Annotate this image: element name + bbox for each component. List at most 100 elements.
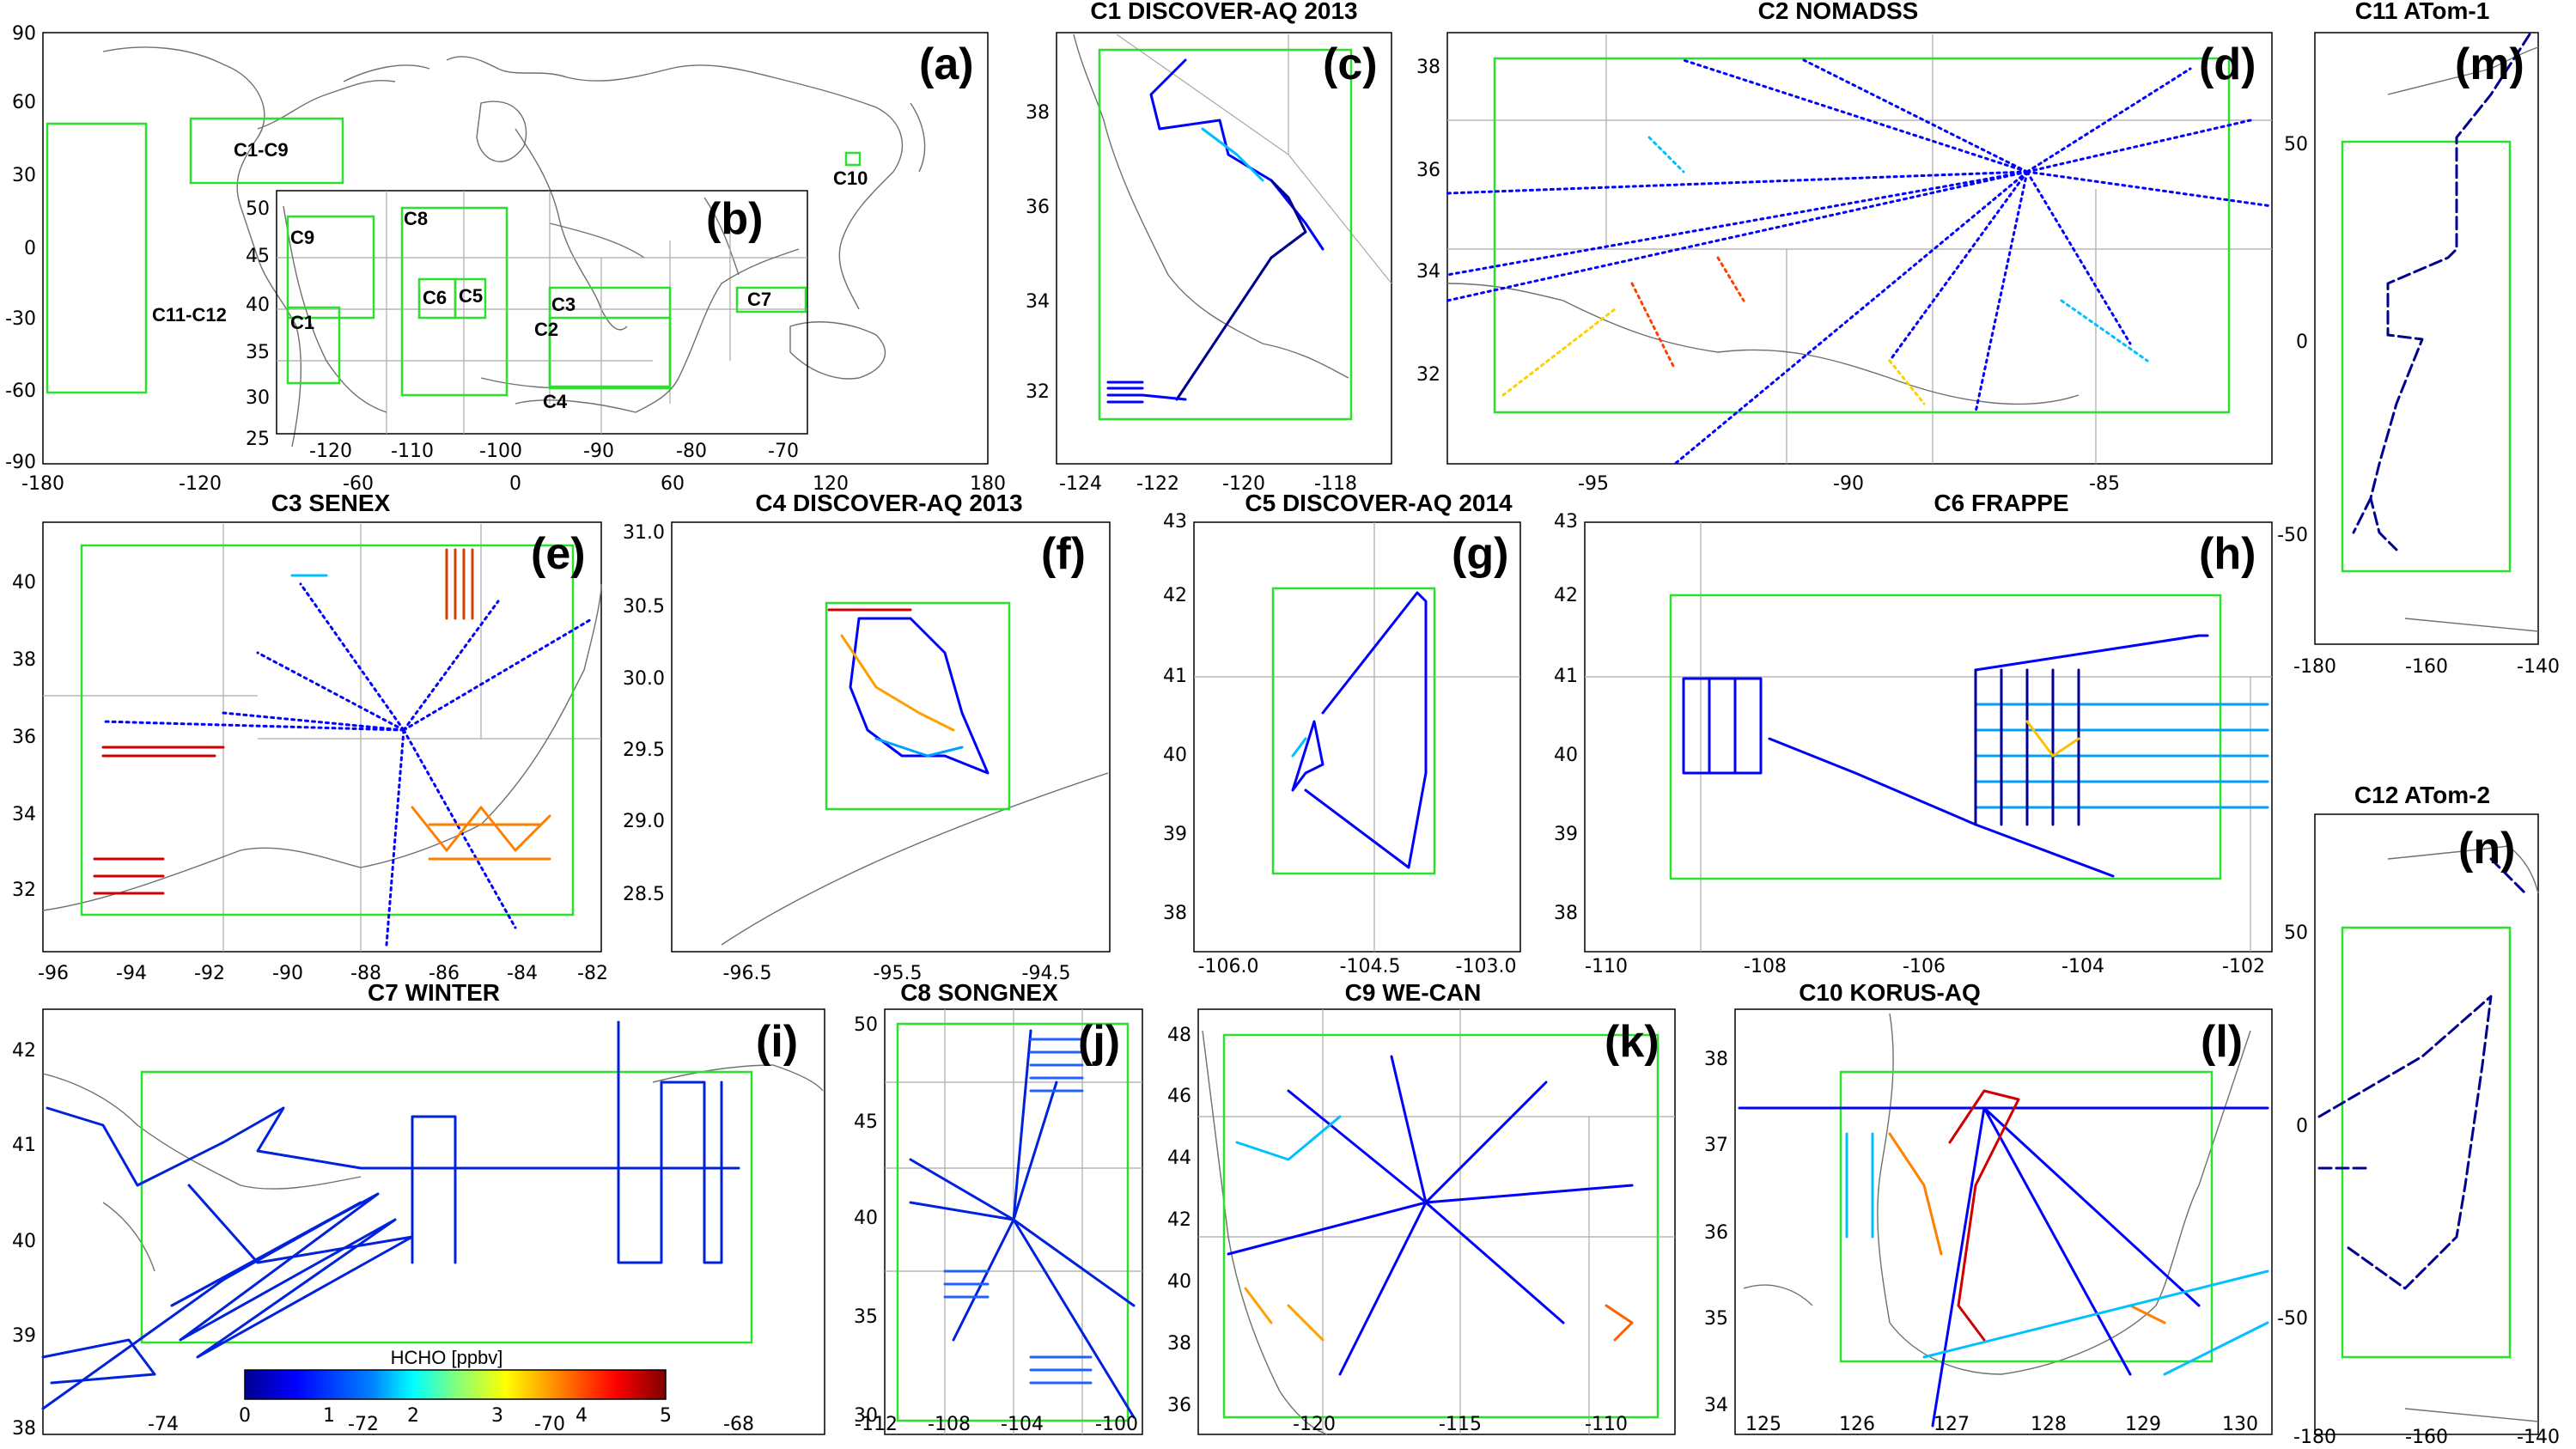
xtick: -104.5 (1340, 956, 1401, 977)
xtick: 126 (1839, 1414, 1875, 1435)
ytick: 44 (1167, 1148, 1191, 1169)
xtick: -115 (1439, 1414, 1482, 1435)
colorbar-tick: 3 (491, 1405, 503, 1427)
ytick: 36 (1416, 160, 1440, 181)
ytick: 43 (1554, 511, 1578, 533)
ytick: 0 (2296, 1116, 2308, 1137)
xtick: -84 (507, 963, 538, 984)
panel-title-m: C11 ATom-1 (2355, 0, 2490, 24)
panel-label-i: (i) (756, 1017, 798, 1067)
panel-c: C1 DISCOVER-AQ 2013 (c) -124 -122 -120 -… (1026, 0, 1392, 495)
panel-h-yticks: 43 42 41 40 39 38 (1554, 511, 1578, 924)
ytick: 0 (24, 238, 36, 259)
panel-label-a: (a) (919, 40, 974, 89)
ytick: 39 (1163, 824, 1187, 845)
panel-b-xticks: -120 -110 -100 -90 -80 -70 (309, 441, 799, 462)
xtick: -120 (179, 473, 222, 495)
xtick: -110 (1585, 956, 1628, 977)
xtick: -110 (391, 441, 434, 462)
xtick: -108 (928, 1414, 971, 1435)
panel-label-e: (e) (531, 529, 586, 579)
panel-title-e: C3 SENEX (271, 490, 391, 516)
panel-b: C1 C2 C3 C4 C5 C6 C7 C8 C9 (b) -120 -110… (246, 190, 808, 462)
ytick: -50 (2277, 1308, 2308, 1330)
xtick: -70 (768, 441, 799, 462)
ytick: 32 (12, 880, 36, 901)
panel-label-f: (f) (1041, 529, 1086, 579)
ytick: 40 (246, 295, 270, 316)
ytick: 32 (1416, 364, 1440, 386)
panel-title-i: C7 WINTER (368, 979, 500, 1006)
colorbar-tick: 2 (407, 1405, 419, 1427)
panel-label-d: (d) (2199, 40, 2256, 89)
panel-d: C2 NOMADSS (d) -95 -90 -85 3 (1416, 0, 2274, 495)
ytick: 35 (854, 1306, 878, 1328)
region-label-c1: C1 (290, 312, 314, 333)
panel-m-xticks: -180 -160 -140 (2293, 656, 2560, 678)
xtick: 180 (970, 473, 1006, 495)
colorbar-tick: 0 (239, 1405, 251, 1427)
xtick: 128 (2031, 1414, 2067, 1435)
ytick: 39 (1554, 824, 1578, 845)
xtick: -120 (309, 441, 352, 462)
panel-m: C11 ATom-1 (m) -180 -160 -140 50 0 -50 (2277, 0, 2560, 678)
ytick: 35 (246, 342, 270, 363)
xtick: -160 (2405, 1427, 2448, 1448)
panel-i: C7 WINTER (i) -74 -72 -70 -68 42 41 40 3… (12, 979, 825, 1440)
panel-i-xticks: -74 -72 -70 -68 (148, 1414, 754, 1435)
panel-label-n: (n) (2458, 824, 2515, 874)
panel-k-xticks: -120 -115 -110 (1293, 1414, 1628, 1435)
ytick: 36 (12, 727, 36, 748)
xtick: -96 (38, 963, 69, 984)
ytick: 34 (1704, 1395, 1728, 1416)
panel-d-yticks: 38 36 34 32 (1416, 57, 1440, 386)
ytick: 40 (1163, 745, 1187, 766)
colorbar-tick: 5 (660, 1405, 672, 1427)
panel-n-xticks: -180 -160 -140 (2293, 1427, 2560, 1448)
ytick: 0 (2296, 332, 2308, 353)
ytick: 29.0 (623, 811, 665, 832)
ytick: 46 (1167, 1086, 1191, 1107)
xtick: -180 (2293, 1427, 2336, 1448)
panel-title-j: C8 SONGNEX (900, 979, 1058, 1006)
panel-g-xticks: -106.0 -104.5 -103.0 (1198, 956, 1517, 977)
xtick: -100 (479, 441, 522, 462)
panel-label-k: (k) (1605, 1017, 1659, 1067)
panel-label-h: (h) (2199, 529, 2256, 579)
xtick: -80 (676, 441, 707, 462)
ytick: 28.5 (623, 884, 665, 905)
xtick: 0 (509, 473, 521, 495)
xtick: -104 (1001, 1414, 1044, 1435)
region-label-c9: C9 (290, 227, 314, 248)
panel-f-xticks: -96.5 -95.5 -94.5 (723, 963, 1071, 984)
xtick: 130 (2222, 1414, 2258, 1435)
ytick: 40 (12, 572, 36, 594)
panel-e-xticks: -96 -94 -92 -90 -88 -86 -84 -82 (38, 963, 608, 984)
region-label-c6: C6 (423, 287, 447, 308)
xtick: -140 (2517, 656, 2560, 678)
panel-a-yticks: 90 60 30 0 -30 -60 -90 (5, 23, 36, 473)
ytick: 34 (1026, 291, 1050, 313)
xtick: -106.0 (1198, 956, 1259, 977)
xtick: -118 (1314, 473, 1357, 495)
xtick: -85 (2089, 473, 2120, 495)
xtick: -106 (1903, 956, 1946, 977)
panel-f: C4 DISCOVER-AQ 2013 (f) -96.5 -95.5 -94.… (623, 490, 1111, 984)
ytick: 50 (2284, 134, 2308, 155)
panel-f-yticks: 31.0 30.5 30.0 29.5 29.0 28.5 (623, 522, 665, 905)
panel-label-l: (l) (2201, 1017, 2243, 1067)
ytick: 38 (1167, 1333, 1191, 1355)
xtick: -180 (2293, 656, 2336, 678)
ytick: 42 (1554, 585, 1578, 606)
ytick: 30.5 (623, 596, 665, 618)
ytick: 45 (854, 1111, 878, 1133)
xtick: -120 (1222, 473, 1265, 495)
ytick: 41 (12, 1135, 36, 1156)
panel-label-b: (b) (706, 194, 763, 244)
panel-c-xticks: -124 -122 -120 -118 (1059, 473, 1357, 495)
region-label-c7: C7 (747, 289, 771, 310)
panel-l-yticks: 38 37 36 35 34 (1704, 1049, 1728, 1416)
xtick: -92 (194, 963, 225, 984)
panel-label-c: (c) (1323, 40, 1378, 89)
